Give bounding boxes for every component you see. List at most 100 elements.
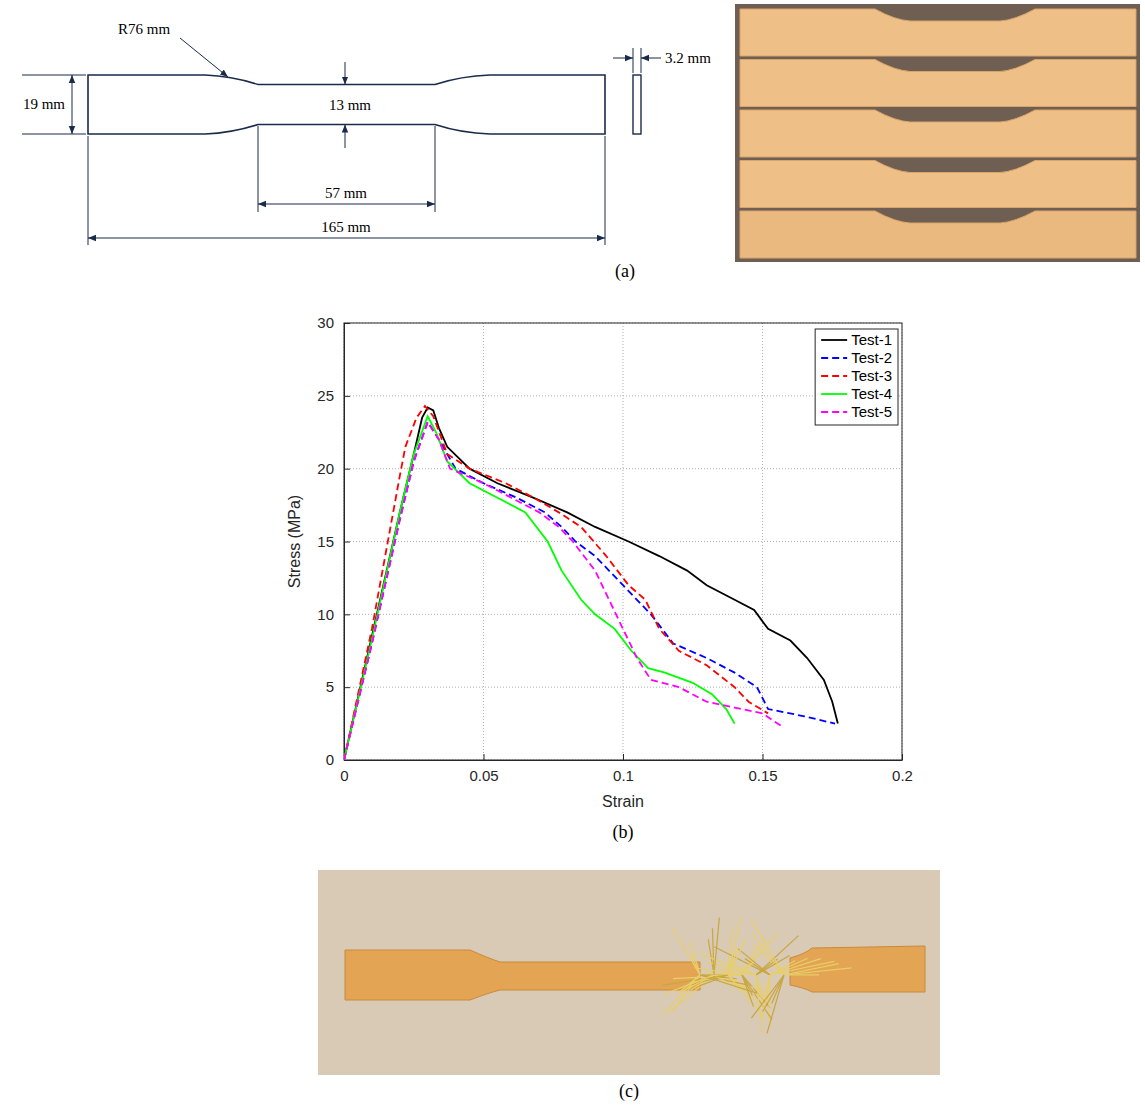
y-axis-title: Stress (MPa) — [286, 495, 303, 588]
dimension-line — [72, 75, 73, 134]
tick-label: 0.1 — [613, 767, 634, 784]
fiber — [700, 975, 757, 993]
tick-label: 20 — [317, 460, 334, 477]
specimen-side — [633, 75, 641, 134]
grid-line — [762, 323, 763, 760]
photo-specimen — [740, 211, 1136, 258]
tick-label: 0.2 — [892, 767, 913, 784]
series-line — [344, 416, 735, 760]
tick-label: 30 — [317, 314, 334, 331]
tick: 5 — [326, 678, 350, 695]
fiber — [752, 920, 784, 975]
fiber — [712, 928, 714, 975]
figure: 19 mm 13 mm R76 mm 3.2 mm 57 mm 165 mm 0 0.05 0.… — [0, 0, 1145, 1112]
tick-label: 0 — [326, 751, 334, 768]
legend-label: Test-3 — [851, 367, 892, 384]
tick-mark — [344, 542, 350, 543]
dimension-label: 13 mm — [329, 97, 371, 113]
fiber — [665, 975, 714, 994]
fiber — [784, 974, 819, 975]
fiber — [680, 975, 700, 991]
tick-mark — [344, 614, 350, 615]
dimension-line — [88, 238, 605, 239]
specimen-photo — [735, 4, 1140, 262]
legend: Test-1Test-2Test-3Test-4Test-5 — [815, 329, 898, 425]
fiber — [742, 975, 754, 1007]
grid-line — [344, 541, 902, 542]
extension-line — [22, 75, 86, 76]
fiber — [714, 918, 719, 975]
dimension-line — [258, 204, 435, 205]
leader-line — [180, 38, 228, 77]
dimension-line — [345, 62, 346, 85]
fiber — [742, 933, 778, 975]
tick: 0.15 — [748, 754, 777, 784]
series-line — [344, 406, 768, 760]
legend-swatch — [821, 411, 847, 413]
tick: 15 — [317, 533, 350, 550]
extension-line — [22, 134, 86, 135]
fiber — [700, 975, 748, 985]
tick-mark — [623, 754, 624, 760]
tick-label: 25 — [317, 387, 334, 404]
legend-swatch — [821, 375, 847, 377]
photo-background — [735, 4, 1140, 262]
fiber — [767, 975, 784, 1033]
fracture-photo — [318, 870, 940, 1075]
x-axis: 0 0.05 0.1 0.15 0.2 — [340, 754, 913, 784]
extension-line — [633, 48, 634, 73]
tick: 0.05 — [469, 754, 498, 784]
chart: 0 0.05 0.1 0.15 0.2 0 5 10 15 20 25 30 Strain Stress … — [286, 314, 913, 810]
dimension-label: 57 mm — [325, 185, 367, 201]
panel-label: (a) — [615, 261, 635, 282]
specimen-drawing: 19 mm 13 mm R76 mm 3.2 mm 57 mm 165 mm — [22, 21, 711, 245]
tick: 0.1 — [613, 754, 634, 784]
dimension-label: 3.2 mm — [665, 50, 711, 66]
series-line — [344, 422, 835, 760]
tick-mark — [344, 687, 350, 688]
tick: 25 — [317, 387, 350, 404]
tick: 20 — [317, 460, 350, 477]
extension-line — [435, 126, 436, 212]
legend-label: Test-2 — [851, 349, 892, 366]
tick-label: 15 — [317, 533, 334, 550]
dimension-label: 19 mm — [23, 96, 65, 112]
tick-mark — [484, 754, 485, 760]
tick-label: 5 — [326, 678, 334, 695]
tick-mark — [344, 469, 350, 470]
legend-swatch — [821, 357, 847, 359]
fiber — [756, 975, 760, 1021]
fiber — [661, 975, 700, 1016]
tick-label: 10 — [317, 606, 334, 623]
broken-specimen — [345, 946, 925, 1000]
grid-line — [344, 614, 902, 615]
tick-label: 0 — [340, 767, 348, 784]
dimension-line — [641, 58, 661, 59]
tick: 10 — [317, 606, 350, 623]
fiber — [770, 959, 821, 975]
tick-mark — [763, 754, 764, 760]
grid-line — [483, 323, 484, 760]
fiber — [695, 968, 742, 975]
legend-swatch — [821, 339, 847, 341]
fiber — [728, 975, 762, 1015]
panel-label: (b) — [613, 822, 634, 843]
fiber — [784, 968, 852, 975]
fiber — [738, 949, 770, 975]
legend-label: Test-1 — [851, 331, 892, 348]
fiber — [763, 975, 784, 1012]
legend-box — [815, 329, 898, 425]
legend-swatch — [821, 393, 847, 395]
series-line — [344, 407, 838, 760]
specimen-outline — [88, 75, 605, 134]
y-axis: 0 5 10 15 20 25 30 — [317, 314, 350, 768]
series-line — [344, 422, 782, 760]
dimension-line — [345, 125, 346, 149]
dimension-label: 165 mm — [321, 219, 371, 235]
legend-label: Test-4 — [851, 385, 892, 402]
dimension-label: R76 mm — [118, 21, 170, 37]
fiber — [770, 961, 834, 975]
photo-specimen — [740, 161, 1136, 208]
grid-line — [344, 468, 902, 469]
x-axis-title: Strain — [602, 793, 644, 810]
